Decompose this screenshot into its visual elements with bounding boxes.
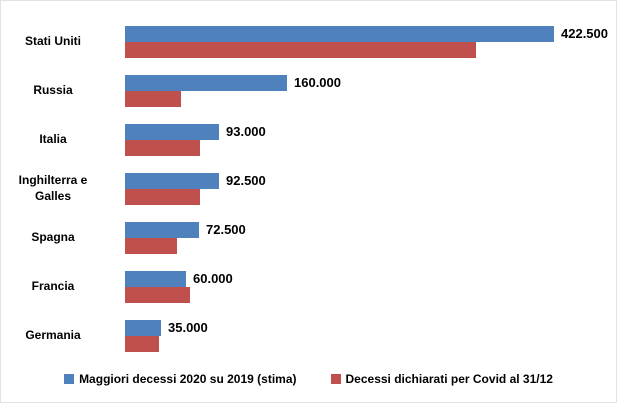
- bar-decessi-covid: [125, 90, 181, 107]
- bar-maggiori-decessi: [125, 221, 199, 238]
- value-label: 422.500: [561, 26, 608, 41]
- bar-maggiori-decessi: [125, 74, 287, 91]
- bar-maggiori-decessi: [125, 123, 219, 140]
- bar-line: [125, 90, 616, 107]
- legend-label-maggiori-decessi: Maggiori decessi 2020 su 2019 (stima): [79, 372, 297, 386]
- category-label: Stati Uniti: [25, 33, 81, 48]
- legend-swatch-blue-icon: [64, 374, 75, 384]
- bar-decessi-covid: [125, 41, 476, 58]
- chart-row: Spagna 72.500: [1, 213, 616, 262]
- legend-item-decessi-covid: Decessi dichiarati per Covid al 31/12: [330, 372, 553, 386]
- bar-decessi-covid: [125, 237, 177, 254]
- chart-row: Russia 160.000: [1, 66, 616, 115]
- bar-maggiori-decessi: [125, 319, 161, 336]
- bar-group: 35.000: [125, 319, 616, 352]
- bar-group: 93.000: [125, 123, 616, 156]
- bar-decessi-covid: [125, 286, 190, 303]
- bar-line: [125, 41, 616, 58]
- bar-group: 92.500: [125, 172, 616, 205]
- plot-area: Stati Uniti 422.500 Russia 160.000 Italia 93.…: [1, 17, 616, 360]
- bar-line: 160.000: [125, 74, 616, 91]
- category-label: Francia: [31, 278, 75, 293]
- chart-row: Inghilterra e Galles 92.500: [1, 164, 616, 213]
- bar-maggiori-decessi: [125, 25, 554, 42]
- bar-maggiori-decessi: [125, 172, 219, 189]
- bar-line: 60.000: [125, 270, 616, 287]
- bar-decessi-covid: [125, 139, 200, 156]
- legend-label-decessi-covid: Decessi dichiarati per Covid al 31/12: [345, 372, 553, 386]
- bar-line: 93.000: [125, 123, 616, 140]
- bar-line: [125, 139, 616, 156]
- bar-group: 60.000: [125, 270, 616, 303]
- bar-line: [125, 188, 616, 205]
- bar-group: 160.000: [125, 74, 616, 107]
- value-label: 93.000: [226, 124, 266, 139]
- chart-row: Italia 93.000: [1, 115, 616, 164]
- bar-decessi-covid: [125, 188, 200, 205]
- bar-line: 72.500: [125, 221, 616, 238]
- bar-line: [125, 335, 616, 352]
- bar-line: 422.500: [125, 25, 616, 42]
- bar-line: [125, 286, 616, 303]
- bar-group: 422.500: [125, 25, 616, 58]
- category-label: Inghilterra e Galles: [18, 172, 88, 203]
- legend-swatch-red-icon: [330, 374, 341, 384]
- value-label: 72.500: [206, 222, 246, 237]
- category-label: Spagna: [31, 229, 75, 244]
- chart-row: Francia 60.000: [1, 262, 616, 311]
- value-label: 92.500: [226, 173, 266, 188]
- bar-maggiori-decessi: [125, 270, 186, 287]
- bar-line: 35.000: [125, 319, 616, 336]
- value-label: 60.000: [193, 271, 233, 286]
- chart-row: Germania 35.000: [1, 311, 616, 360]
- legend: Maggiori decessi 2020 su 2019 (stima) De…: [1, 372, 616, 386]
- category-label: Italia: [39, 131, 67, 146]
- legend-item-maggiori-decessi: Maggiori decessi 2020 su 2019 (stima): [64, 372, 297, 386]
- value-label: 160.000: [294, 75, 341, 90]
- bar-line: [125, 237, 616, 254]
- category-label: Germania: [25, 327, 81, 342]
- value-label: 35.000: [168, 320, 208, 335]
- bar-line: 92.500: [125, 172, 616, 189]
- bar-decessi-covid: [125, 335, 159, 352]
- chart-row: Stati Uniti 422.500: [1, 17, 616, 66]
- category-label: Russia: [33, 82, 73, 97]
- bar-group: 72.500: [125, 221, 616, 254]
